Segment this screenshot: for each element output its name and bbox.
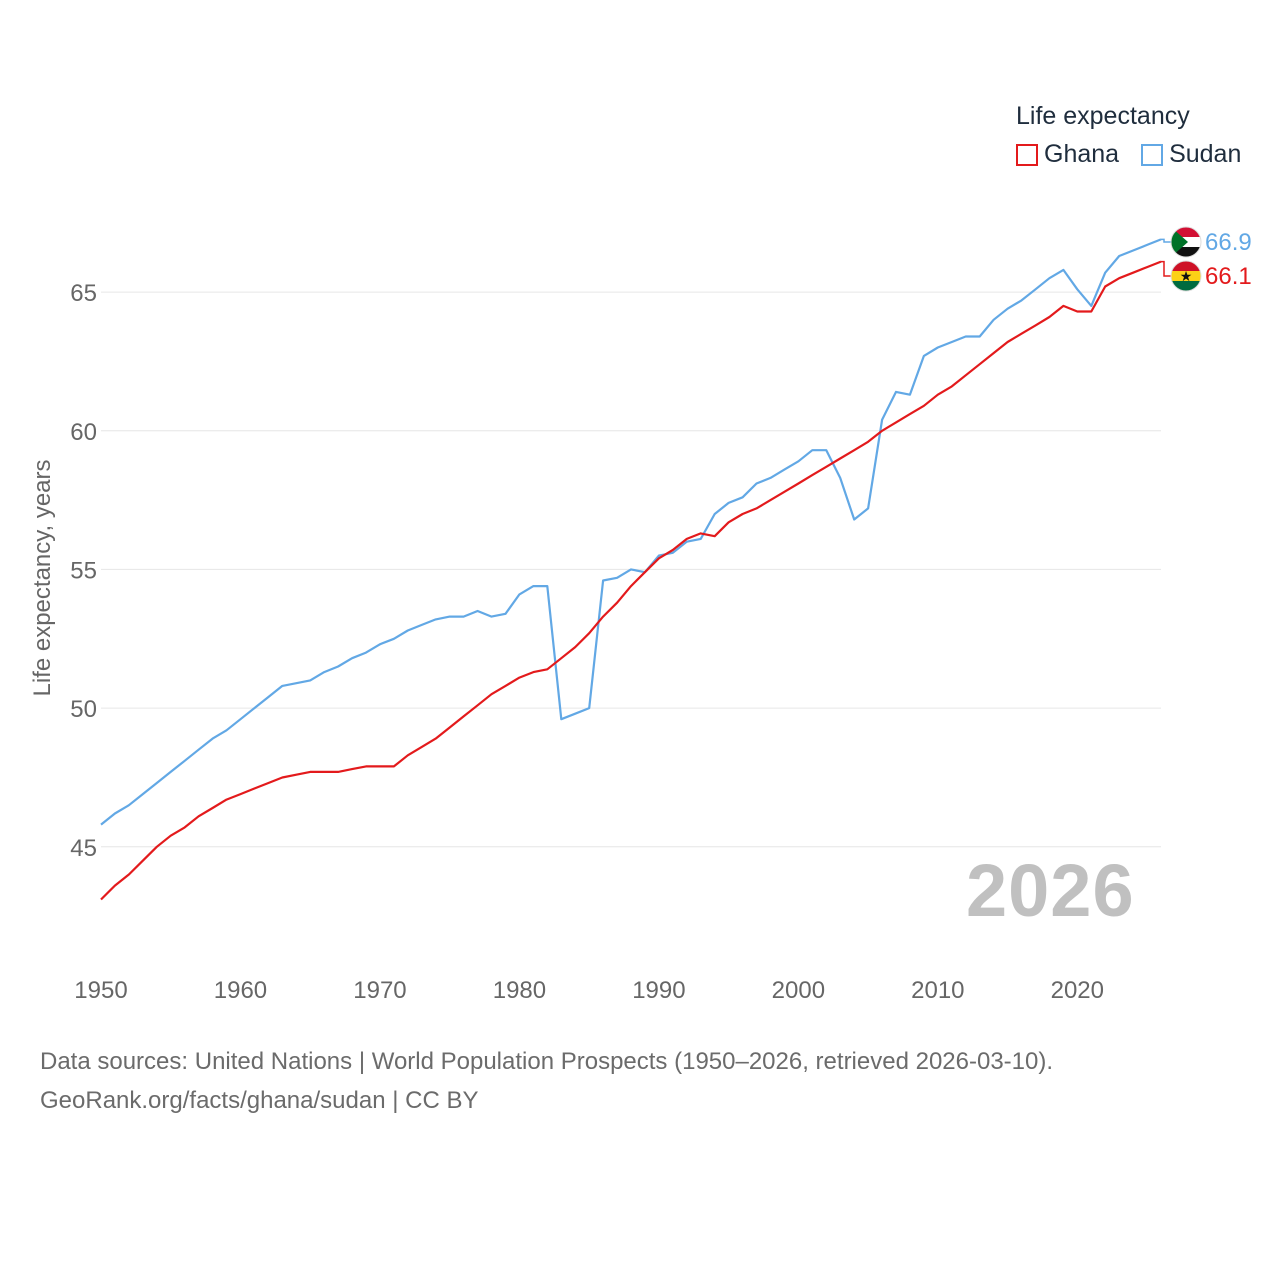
x-tick-label-1950: 1950: [74, 977, 127, 1004]
legend-label-ghana: Ghana: [1044, 140, 1120, 168]
line-chart: 45 50 55 60 65 1950 1960 1970 1980 1990 2000 2010 2…: [29, 226, 1252, 1004]
x-tick-label-2000: 2000: [772, 977, 825, 1004]
end-value-label-ghana: 66.1: [1205, 263, 1252, 290]
end-connector-ghana: [1161, 260, 1171, 277]
x-tick-label-1980: 1980: [493, 977, 546, 1004]
series-end-markers: ★ 66.1 66.9: [1161, 226, 1252, 292]
x-tick-label-2020: 2020: [1051, 977, 1104, 1004]
end-value-label-sudan: 66.9: [1205, 229, 1252, 256]
y-tick-label-65: 65: [70, 280, 97, 307]
legend-item-sudan[interactable]: Sudan: [1141, 140, 1241, 169]
ghana-flag-icon: ★: [1171, 261, 1201, 291]
y-tick-label-50: 50: [70, 696, 97, 723]
end-connector-sudan: [1161, 238, 1171, 243]
x-tick-label-1990: 1990: [632, 977, 685, 1004]
data-sources-text: Data sources: United Nations | World Pop…: [40, 1048, 1054, 1075]
x-tick-label-1970: 1970: [353, 977, 406, 1004]
legend-swatch-ghana: [1016, 143, 1038, 166]
legend: Life expectancy Ghana Sudan: [1016, 100, 1241, 169]
svg-text:★: ★: [1180, 269, 1193, 285]
series-lines: [100, 238, 1162, 901]
series-line-ghana: [100, 260, 1162, 901]
x-axis-ticks: 1950 1960 1970 1980 1990 2000 2010 2020: [74, 977, 1104, 1004]
end-marker-sudan: 66.9: [1161, 226, 1252, 258]
current-year-watermark: 2026: [966, 849, 1135, 932]
y-tick-label-55: 55: [70, 557, 97, 584]
legend-title: Life expectancy: [1016, 102, 1190, 130]
sudan-flag-icon: [1171, 227, 1201, 257]
y-axis-ticks: 45 50 55 60 65: [70, 280, 97, 862]
x-tick-label-1960: 1960: [214, 977, 267, 1004]
series-line-sudan: [100, 238, 1162, 826]
footer: Data sources: United Nations | World Pop…: [40, 1042, 1053, 1120]
y-tick-label-60: 60: [70, 419, 97, 446]
legend-item-ghana[interactable]: Ghana: [1016, 140, 1119, 169]
attribution-text: GeoRank.org/facts/ghana/sudan | CC BY: [40, 1087, 479, 1114]
legend-label-sudan: Sudan: [1169, 140, 1242, 168]
y-tick-label-45: 45: [70, 835, 97, 862]
end-marker-ghana: ★ 66.1: [1161, 260, 1252, 292]
legend-swatch-sudan: [1141, 143, 1164, 166]
y-axis-label: Life expectancy, years: [29, 459, 56, 696]
x-tick-label-2010: 2010: [911, 977, 964, 1004]
